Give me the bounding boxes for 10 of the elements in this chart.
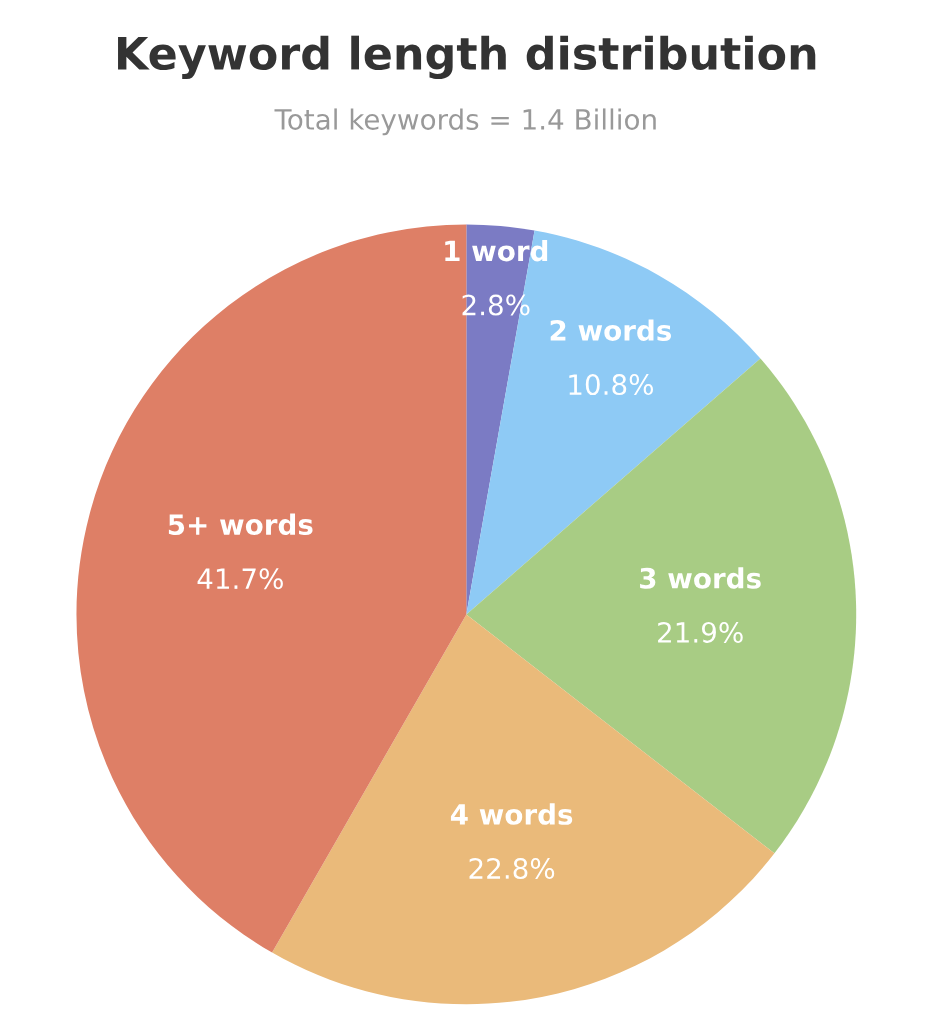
data-label: 10.8% (569, 374, 653, 396)
data-label: 21.9% (658, 621, 743, 643)
slice-label: 5+ words (168, 513, 313, 536)
slice-label: 2 words (550, 319, 672, 341)
data-label: 41.7% (197, 568, 283, 590)
chart-title: Keyword length distribution (118, 35, 816, 80)
data-label: 22.8% (469, 858, 555, 880)
slice-label: 3 words (640, 567, 761, 589)
chart-subtitle: Total keywords = 1.4 Billion (274, 108, 656, 136)
slice-label: 4 words (450, 803, 573, 825)
